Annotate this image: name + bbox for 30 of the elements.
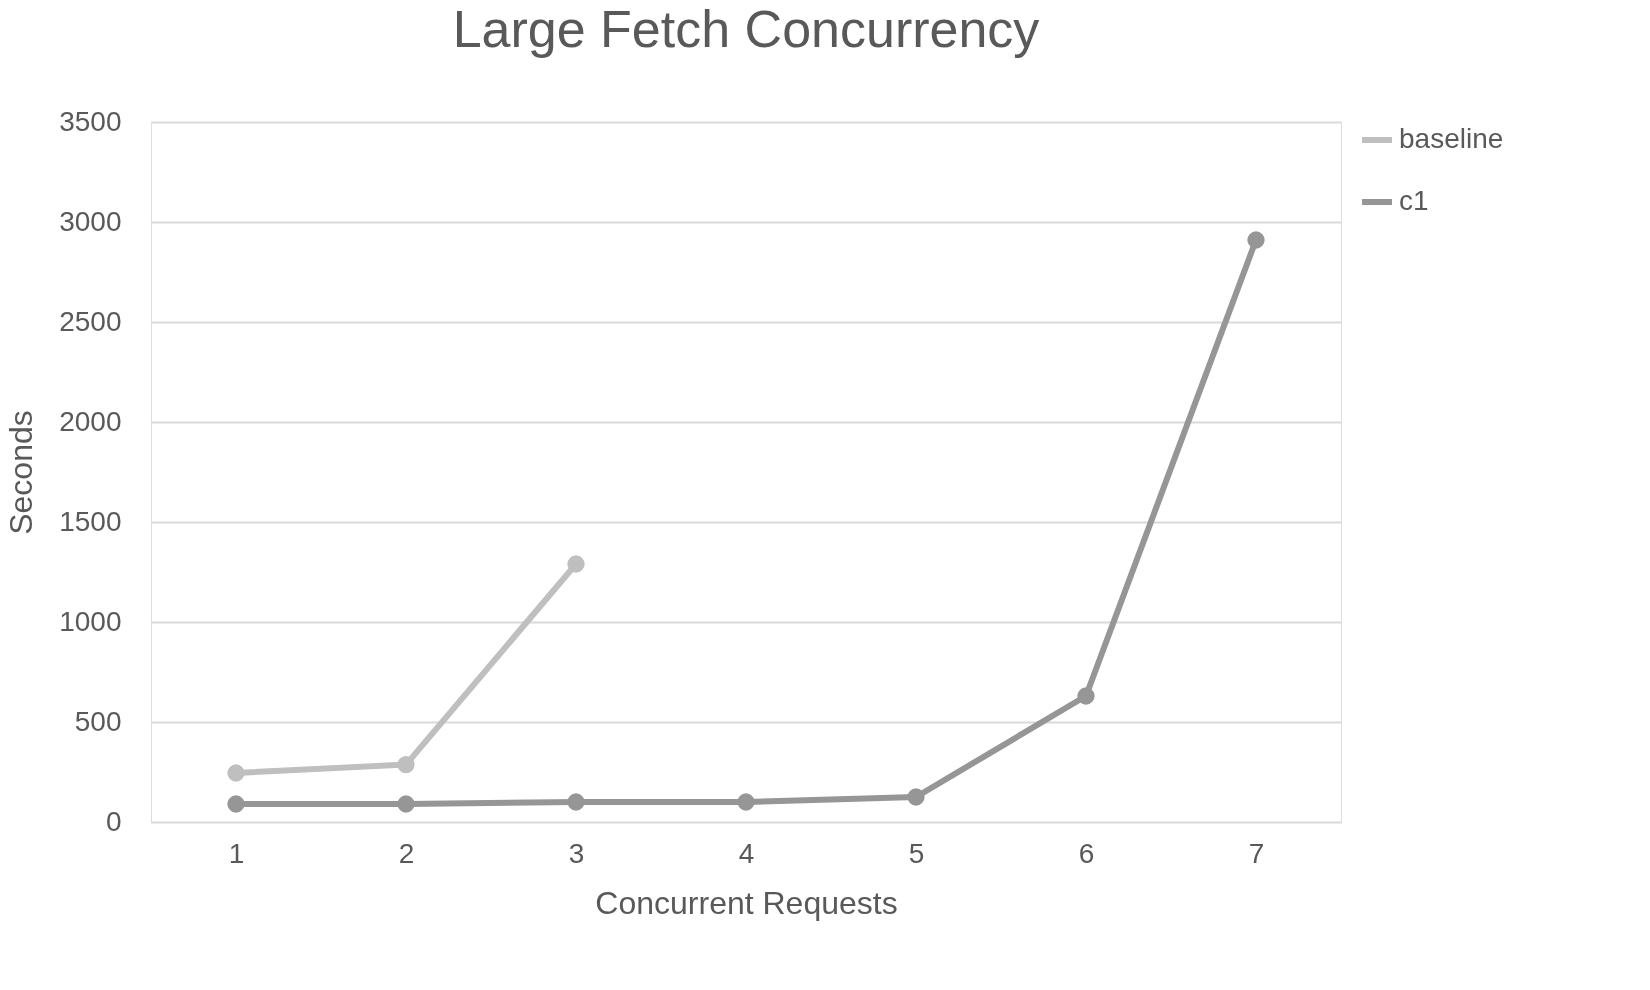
x-tick-label: 5 xyxy=(908,837,925,869)
point xyxy=(227,795,245,813)
y-tick-label: 2000 xyxy=(59,405,122,437)
legend-label: c1 xyxy=(1399,185,1429,216)
point xyxy=(227,764,245,782)
y-tick-label: 1500 xyxy=(59,505,122,537)
y-tick-label: 3500 xyxy=(59,105,122,137)
x-tick-label: 6 xyxy=(1078,837,1095,869)
x-tick-label: 4 xyxy=(738,837,755,869)
x-tick-label: 2 xyxy=(398,837,415,869)
chart-title: Large Fetch Concurrency xyxy=(452,0,1040,58)
x-axis-title: Concurrent Requests xyxy=(595,884,898,921)
y-tick-label: 0 xyxy=(105,805,122,837)
point xyxy=(397,795,415,813)
legend-label: baseline xyxy=(1399,123,1504,154)
point xyxy=(737,793,755,811)
y-tick-label: 1000 xyxy=(59,605,122,637)
y-tick-label: 2500 xyxy=(59,305,122,337)
point xyxy=(567,793,585,811)
y-tick-label: 500 xyxy=(74,705,122,737)
y-axis-title: Seconds xyxy=(3,410,40,535)
x-tick-label: 3 xyxy=(568,837,585,869)
x-tick-label: 7 xyxy=(1248,837,1265,869)
point xyxy=(1247,231,1265,249)
x-tick-label: 1 xyxy=(228,837,245,869)
point xyxy=(1077,687,1095,705)
point xyxy=(567,555,585,573)
point xyxy=(907,788,925,806)
point xyxy=(397,755,415,774)
y-tick-label: 3000 xyxy=(59,205,122,237)
